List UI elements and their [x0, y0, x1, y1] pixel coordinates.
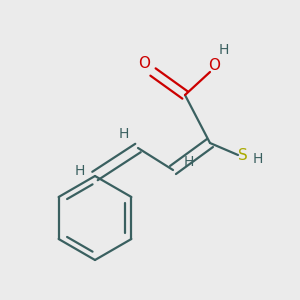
Text: H: H: [253, 152, 263, 166]
Text: O: O: [138, 56, 150, 71]
Text: H: H: [75, 164, 85, 178]
Text: H: H: [119, 127, 129, 141]
Text: H: H: [184, 155, 194, 169]
Text: O: O: [208, 58, 220, 74]
Text: S: S: [238, 148, 248, 163]
Text: H: H: [219, 43, 229, 57]
